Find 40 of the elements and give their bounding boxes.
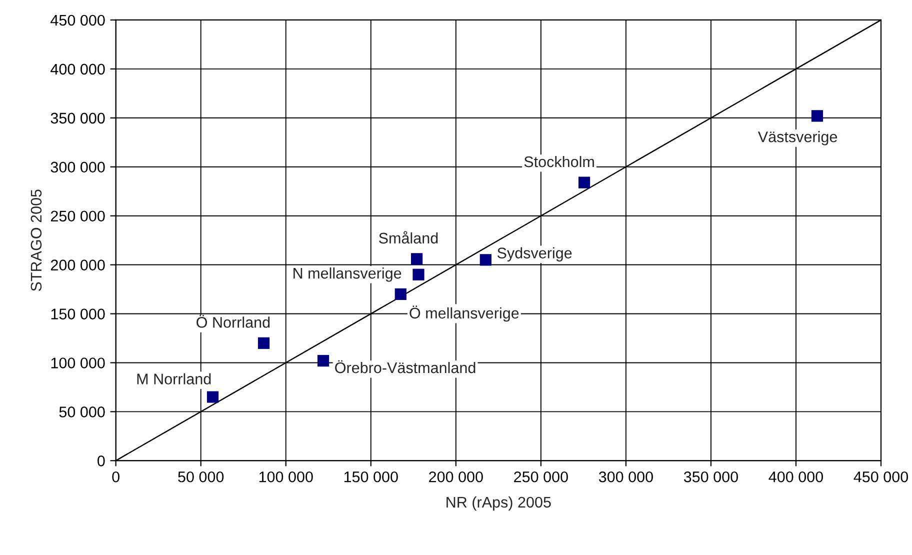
point	[480, 254, 492, 266]
annotation: Ö Norrland	[196, 314, 270, 328]
y-axis-title: STRAGO 2005	[30, 190, 42, 291]
x-tick-label: 300 000	[598, 471, 653, 482]
x-tick-label: 200 000	[429, 471, 483, 482]
x-tick-label: 150 000	[344, 471, 398, 482]
y-tick-label: 400 000	[50, 64, 105, 75]
y-tick-label: 450 000	[50, 14, 105, 26]
x-tick-label: 250 000	[514, 471, 568, 482]
y-tick-label: 150 000	[51, 308, 105, 320]
point	[412, 268, 424, 280]
point	[811, 110, 824, 122]
point	[317, 354, 330, 367]
x-tick-label: 50 000	[178, 471, 224, 482]
x-tick-label: 100 000	[259, 471, 313, 482]
annotation: Stockholm	[524, 156, 594, 168]
x-tick-label: 350 000	[684, 471, 738, 482]
x-tick-label: 400 000	[768, 471, 823, 482]
point	[410, 253, 423, 265]
point	[258, 337, 270, 349]
y-tick-label: 300 000	[50, 162, 105, 173]
annotation: N mellansverige	[294, 267, 402, 282]
x-tick-label: 450 000	[854, 471, 908, 482]
annotation: Sydsverige	[497, 247, 572, 262]
point	[394, 288, 406, 300]
y-tick-label: 0	[98, 456, 105, 466]
annotation: M Norrland	[137, 373, 211, 384]
x-axis-title: NR (rAps) 2005	[446, 496, 551, 511]
point	[206, 391, 219, 403]
point	[578, 176, 590, 188]
annotation: Västsverige	[758, 131, 838, 146]
y-tick-label: 100 000	[51, 358, 105, 368]
y-tick-label: 250 000	[50, 210, 105, 222]
annotation: Örebro-Västmanland	[335, 360, 476, 374]
y-tick-label: 50 000	[59, 406, 105, 418]
y-tick-label: 200 000	[50, 260, 105, 270]
annotation: Småland	[379, 231, 438, 244]
annotation: Ö mellansverige	[410, 306, 519, 322]
x-tick-label: 0	[112, 471, 120, 482]
y-tick-label: 350 000	[50, 112, 105, 124]
